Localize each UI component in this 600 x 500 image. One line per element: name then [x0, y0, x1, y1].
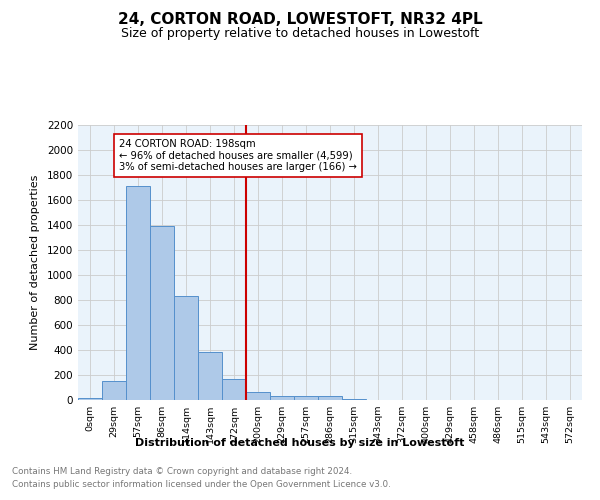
Text: 24 CORTON ROAD: 198sqm
← 96% of detached houses are smaller (4,599)
3% of semi-d: 24 CORTON ROAD: 198sqm ← 96% of detached… — [119, 138, 356, 172]
Text: Contains public sector information licensed under the Open Government Licence v3: Contains public sector information licen… — [12, 480, 391, 489]
Bar — [126, 186, 150, 400]
Text: 24, CORTON ROAD, LOWESTOFT, NR32 4PL: 24, CORTON ROAD, LOWESTOFT, NR32 4PL — [118, 12, 482, 28]
Bar — [102, 380, 126, 400]
Text: Contains HM Land Registry data © Crown copyright and database right 2024.: Contains HM Land Registry data © Crown c… — [12, 468, 352, 476]
Bar — [150, 226, 174, 400]
Bar — [270, 396, 294, 400]
Bar — [222, 380, 246, 400]
Bar — [246, 392, 270, 400]
Text: Distribution of detached houses by size in Lowestoft: Distribution of detached houses by size … — [136, 438, 464, 448]
Bar — [318, 396, 342, 400]
Bar — [78, 398, 102, 400]
Bar — [294, 396, 318, 400]
Bar — [198, 352, 222, 400]
Bar — [342, 399, 366, 400]
Bar — [174, 296, 198, 400]
Y-axis label: Number of detached properties: Number of detached properties — [30, 175, 40, 350]
Text: Size of property relative to detached houses in Lowestoft: Size of property relative to detached ho… — [121, 28, 479, 40]
